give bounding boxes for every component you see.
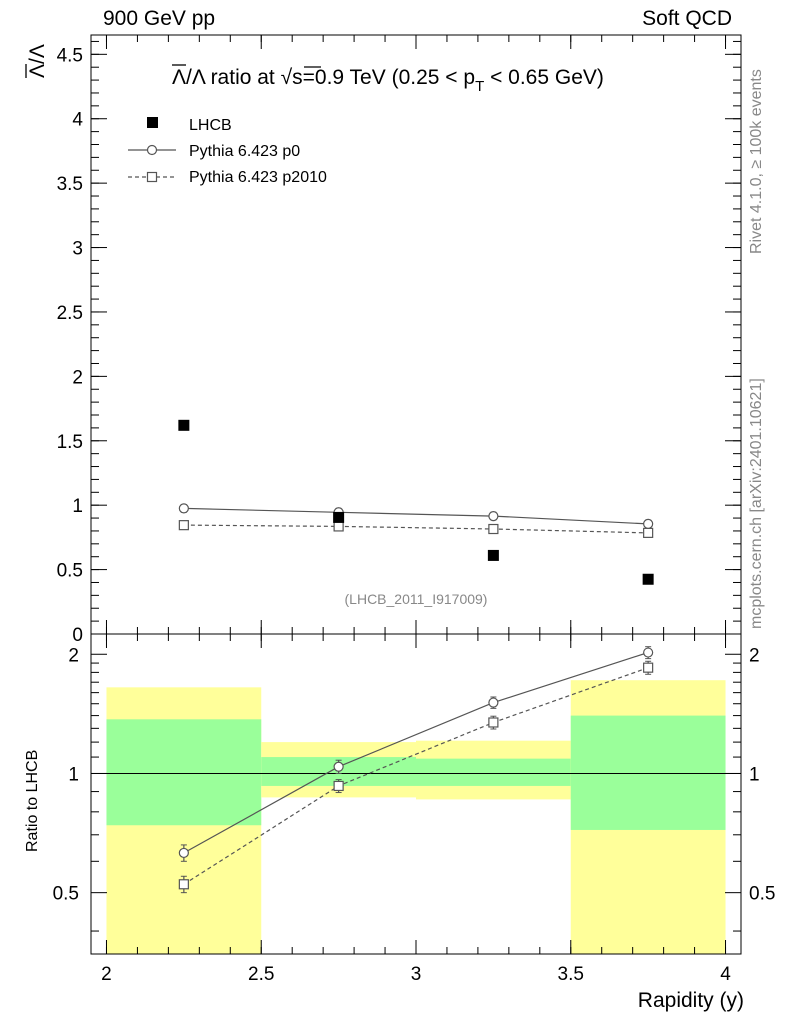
y-tick-label: 3	[72, 239, 83, 260]
legend-label-p0: Pythia 6.423 p0	[189, 143, 300, 160]
ratio-p2010-point	[178, 879, 189, 890]
legend-marker-p0	[146, 144, 158, 156]
legend-marker-lhcb	[147, 117, 158, 128]
ratio-p0-point	[643, 647, 654, 658]
ratio-bands	[106, 680, 726, 954]
lhcb-point	[487, 549, 499, 561]
title-rest: /Λ ratio at	[186, 66, 281, 89]
axis-ticks	[91, 35, 741, 954]
y-tick-label: 0	[72, 625, 83, 646]
title-sqrt: √	[281, 66, 293, 89]
y-axis-over-lambda: /Λ	[26, 44, 49, 64]
ratio-p0-point	[178, 847, 189, 859]
y-tick-label: 2.5	[57, 303, 83, 324]
x-tick-label: 3.5	[558, 964, 584, 985]
p2010-point	[488, 523, 499, 535]
y-axis-title: Λ/Λ	[25, 44, 49, 78]
ratio-tick-label-right: 0.5	[749, 884, 775, 905]
y-tick-label: 0.5	[57, 561, 83, 582]
x-tick-label: 4	[720, 964, 731, 985]
title-pt-subscript: T	[475, 78, 484, 95]
ratio-p0-point	[488, 697, 499, 708]
band-inner-0	[106, 719, 262, 826]
plot-title: Λ/Λ ratio at √s=0.9 TeV (0.25 < pT < 0.6…	[172, 66, 604, 95]
band-inner-3	[570, 715, 726, 830]
ratio-tick-label-right: 2	[749, 645, 760, 666]
ratio-p2010-point	[643, 662, 654, 673]
lhcb-point	[178, 419, 190, 431]
p0-line	[183, 507, 649, 525]
main-panel-marks	[178, 419, 654, 585]
ratio-y-label: Ratio to LHCB	[24, 750, 41, 852]
y-tick-label: 1.5	[57, 432, 83, 453]
ratio-tick-label-left: 0.5	[53, 884, 79, 905]
x-tick-label: 2.5	[248, 964, 274, 985]
y-tick-label: 4.5	[57, 45, 83, 66]
y-axis-lambda-bar: Λ	[26, 64, 49, 78]
p0-point	[488, 511, 499, 522]
tick-labels: 2 2.5 3 3.5 4 0 0.5 1 1.5 2 2.5 3 3.5 4 4.5 0.5 0.5 1 1 2 2	[53, 45, 776, 985]
y-tick-label: 1	[72, 496, 83, 517]
header-left: 900 GeV pp	[103, 7, 216, 30]
ratio-p2010-point	[333, 780, 344, 792]
title-lambda-bar: Λ	[172, 66, 186, 89]
y-tick-label: 3.5	[57, 174, 83, 195]
header-right: Soft QCD	[642, 7, 732, 30]
title-energy: s=0.9 TeV (0.25 < p	[292, 66, 475, 89]
ratio-panel-marks	[91, 646, 741, 894]
ratio-p2010-point	[488, 717, 499, 728]
x-tick-label: 3	[411, 964, 422, 985]
ratio-p0-point	[333, 761, 344, 772]
legend: LHCB Pythia 6.423 p0 Pythia 6.423 p2010	[128, 117, 327, 186]
p2010-point	[178, 520, 189, 531]
legend-marker-p2010	[146, 171, 158, 183]
ratio-p2010-line	[183, 667, 649, 885]
band-inner-2	[416, 758, 571, 786]
y-axis-title-text: Λ/Λ	[26, 44, 49, 78]
y-tick-label: 2	[72, 367, 83, 388]
ratio-tick-label-left: 1	[68, 764, 79, 785]
ratio-tick-label-right: 1	[749, 764, 760, 785]
p2010-line	[183, 524, 649, 534]
x-tick-label: 2	[101, 964, 112, 985]
lhcb-point	[333, 511, 345, 523]
legend-label-lhcb: LHCB	[189, 117, 232, 134]
p2010-point	[643, 527, 654, 538]
analysis-tag: (LHCB_2011_I917009)	[345, 591, 488, 607]
lhcb-point	[642, 573, 654, 585]
p0-point	[178, 503, 189, 514]
legend-label-p2010: Pythia 6.423 p2010	[189, 169, 327, 186]
p2010-point	[333, 521, 344, 532]
y-tick-label: 4	[72, 110, 83, 131]
ratio-p0-line	[183, 651, 649, 854]
p0-point	[643, 518, 654, 529]
ratio-tick-label-left: 2	[68, 645, 79, 666]
title-tail: < 0.65 GeV)	[484, 66, 604, 89]
x-axis-label: Rapidity (y)	[638, 989, 744, 1012]
